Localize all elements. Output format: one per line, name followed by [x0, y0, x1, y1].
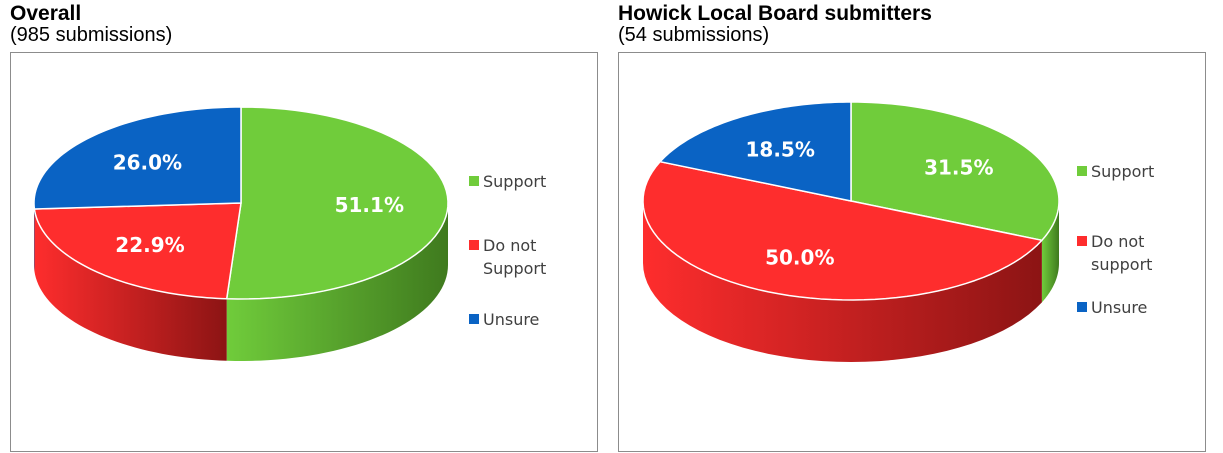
legend-label: support — [1091, 255, 1152, 274]
legend-label: Unsure — [1091, 298, 1147, 317]
data-label: 22.9% — [115, 233, 184, 257]
legend-swatch — [1077, 166, 1087, 176]
chart-frame: 31.5% 50.0% 18.5% Support Do not support Unsur… — [618, 52, 1206, 452]
chart-panel-overall: Overall (985 submissions) 51.1% 22.9% 26.0… — [10, 0, 610, 443]
legend-swatch — [469, 176, 479, 186]
data-label: 26.0% — [113, 150, 182, 174]
chart-panel-howick: Howick Local Board submitters (54 submis… — [618, 0, 1218, 443]
legend-swatch — [469, 314, 479, 324]
chart-frame: 51.1% 22.9% 26.0% Support Do not Support Unsur… — [10, 52, 598, 452]
chart-title: Howick Local Board submitters — [618, 2, 932, 26]
legend-swatch — [1077, 236, 1087, 246]
legend-label: Support — [483, 172, 546, 191]
pie-chart-howick: 31.5% 50.0% 18.5% Support Do not support Unsur… — [619, 53, 1207, 453]
chart-title: Overall — [10, 2, 81, 26]
data-label: 18.5% — [746, 138, 815, 162]
legend-label: Do not — [1091, 232, 1144, 251]
legend-label: Support — [1091, 162, 1154, 181]
legend-swatch — [469, 240, 479, 250]
data-label: 50.0% — [765, 245, 834, 269]
legend-label: Support — [483, 259, 546, 278]
data-label: 31.5% — [924, 155, 993, 179]
chart-subtitle: (54 submissions) — [618, 24, 769, 47]
chart-subtitle: (985 submissions) — [10, 24, 172, 47]
pie-chart-overall: 51.1% 22.9% 26.0% Support Do not Support Unsur… — [11, 53, 599, 453]
legend-label: Unsure — [483, 310, 539, 329]
legend-label: Do not — [483, 236, 536, 255]
legend-swatch — [1077, 302, 1087, 312]
data-label: 51.1% — [335, 193, 404, 217]
